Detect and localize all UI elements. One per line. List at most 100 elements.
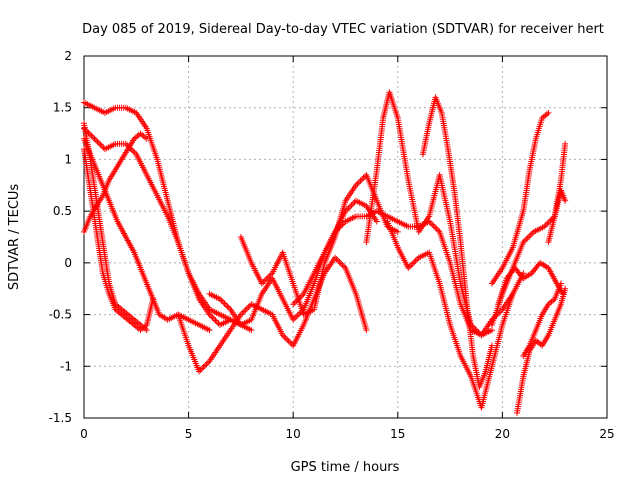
data-point bbox=[524, 234, 531, 241]
data-point bbox=[98, 143, 105, 150]
data-point bbox=[296, 310, 303, 317]
x-tick-label: 25 bbox=[599, 427, 614, 441]
series-track-s bbox=[545, 187, 569, 246]
data-point bbox=[267, 271, 274, 278]
data-point bbox=[237, 311, 244, 318]
y-tick-label: -1 bbox=[60, 359, 72, 373]
data-point bbox=[414, 256, 421, 263]
data-point bbox=[348, 202, 355, 209]
data-point bbox=[560, 290, 567, 297]
series-track-q bbox=[495, 259, 567, 308]
data-point bbox=[520, 239, 527, 246]
series-track-f bbox=[81, 130, 150, 235]
data-point bbox=[349, 200, 356, 207]
data-point bbox=[473, 327, 480, 334]
data-point bbox=[338, 260, 345, 267]
series-track-n bbox=[488, 109, 552, 287]
data-point bbox=[131, 149, 138, 156]
data-point bbox=[341, 263, 348, 270]
data-point bbox=[411, 259, 418, 266]
data-point bbox=[206, 327, 213, 334]
data-point bbox=[264, 274, 271, 281]
data-point bbox=[521, 237, 528, 244]
data-point bbox=[335, 225, 342, 232]
y-tick-label: 1 bbox=[64, 152, 72, 166]
data-point bbox=[296, 295, 303, 302]
data-point bbox=[542, 222, 549, 229]
data-point bbox=[406, 263, 413, 270]
data-point bbox=[202, 362, 209, 369]
x-tick-label: 10 bbox=[286, 427, 301, 441]
data-point bbox=[150, 296, 157, 303]
y-tick-label: 0.5 bbox=[53, 204, 72, 218]
data-point bbox=[341, 219, 348, 226]
data-point bbox=[208, 313, 215, 320]
data-point bbox=[335, 257, 342, 264]
y-tick-label: 2 bbox=[64, 49, 72, 63]
data-point bbox=[205, 359, 212, 366]
x-tick-label: 20 bbox=[495, 427, 510, 441]
data-point bbox=[261, 277, 268, 284]
data-point bbox=[405, 265, 412, 272]
data-point bbox=[88, 132, 95, 139]
data-point bbox=[92, 137, 99, 144]
data-point bbox=[240, 308, 247, 315]
data-point bbox=[475, 329, 482, 336]
data-point bbox=[206, 311, 213, 318]
data-point bbox=[432, 224, 439, 231]
data-point bbox=[94, 138, 101, 145]
data-point bbox=[472, 326, 479, 333]
data-point bbox=[339, 262, 346, 269]
data-point bbox=[284, 336, 291, 343]
data-point bbox=[89, 134, 96, 141]
data-point bbox=[222, 301, 229, 308]
data-point bbox=[209, 314, 216, 321]
data-point bbox=[196, 368, 203, 375]
data-point bbox=[203, 361, 210, 368]
data-point bbox=[346, 203, 353, 210]
data-point bbox=[225, 304, 232, 311]
data-point bbox=[85, 129, 92, 136]
data-point bbox=[339, 221, 346, 228]
y-axis-title: SDTVAR / TECUs bbox=[7, 184, 22, 291]
y-tick-label: -0.5 bbox=[49, 308, 72, 322]
series-track-m bbox=[384, 218, 527, 411]
data-point bbox=[433, 225, 440, 232]
data-point bbox=[526, 233, 533, 240]
data-point bbox=[488, 327, 495, 334]
data-point bbox=[258, 280, 265, 287]
data-point bbox=[299, 292, 306, 299]
data-point bbox=[248, 327, 255, 334]
data-point bbox=[297, 293, 304, 300]
data-point bbox=[197, 366, 204, 373]
data-point bbox=[143, 327, 150, 334]
data-point bbox=[245, 304, 252, 311]
data-point bbox=[130, 148, 137, 155]
data-point bbox=[291, 299, 298, 306]
data-point bbox=[122, 140, 129, 147]
data-point bbox=[333, 256, 340, 263]
data-point bbox=[358, 176, 365, 183]
data-point bbox=[294, 312, 301, 319]
data-point bbox=[227, 316, 234, 323]
data-point bbox=[430, 222, 437, 229]
series-track-h bbox=[206, 197, 380, 328]
y-tick-label: 0 bbox=[64, 256, 72, 270]
data-point bbox=[562, 285, 569, 292]
data-point bbox=[282, 335, 289, 342]
data-point bbox=[242, 307, 249, 314]
data-point bbox=[290, 301, 297, 308]
series-track-l bbox=[419, 94, 495, 390]
data-point bbox=[343, 206, 350, 213]
data-point bbox=[279, 332, 286, 339]
x-tick-label: 0 bbox=[80, 427, 88, 441]
data-point bbox=[213, 318, 220, 325]
data-point bbox=[260, 279, 267, 286]
data-point bbox=[200, 364, 207, 371]
data-point bbox=[541, 223, 548, 230]
data-point bbox=[357, 177, 364, 184]
data-point bbox=[216, 296, 223, 303]
data-point bbox=[354, 180, 361, 187]
